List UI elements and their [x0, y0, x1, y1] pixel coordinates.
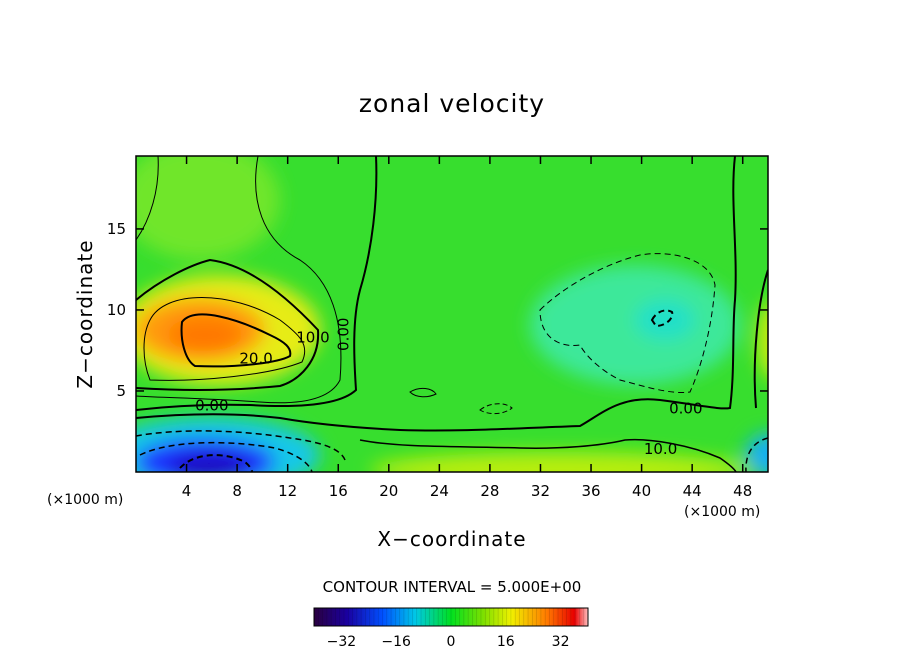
surface-negative-core — [170, 454, 250, 472]
x-unit-label-left: (×1000 m) — [47, 492, 123, 508]
x-tick-label: 20 — [379, 482, 398, 500]
contour-label: 0.00 — [195, 396, 228, 414]
x-tick-label: 48 — [733, 482, 752, 500]
colorbar — [313, 607, 589, 627]
colorbar-ticks: −32 −16 0 16 32 — [327, 634, 570, 650]
contour-label: 10.0 — [296, 328, 329, 346]
contour-labels: 20.0 10.0 0.00 0.00 0.00 10.0 — [195, 318, 702, 459]
x-ticks: 4 8 12 16 20 24 28 32 36 40 44 48 — [182, 156, 752, 500]
contour-lines — [136, 156, 768, 472]
x-tick-label: 44 — [683, 482, 702, 500]
contour-15 — [143, 297, 306, 381]
plot-frame — [135, 155, 769, 473]
y-tick-label: 5 — [116, 382, 126, 400]
contour-0-left — [136, 156, 378, 411]
y-tick-label: 15 — [107, 220, 126, 238]
contour-neg-right — [745, 437, 768, 472]
contour-0-surface — [136, 156, 737, 432]
heatmap-field — [136, 156, 768, 472]
surface-positive-band — [370, 452, 750, 472]
x-unit-label-right: (×1000 m) — [684, 504, 760, 520]
contour-small-1 — [479, 403, 513, 415]
colorbar-tick-label: 0 — [447, 634, 456, 650]
contour-20 — [180, 313, 292, 368]
upper-left-lightgreen — [136, 156, 280, 260]
y-ticks: 5 10 15 — [107, 220, 768, 400]
y-tick-label: 10 — [107, 301, 126, 319]
colorbar-tick-label: 16 — [497, 634, 515, 650]
contour-label: 20.0 — [239, 349, 272, 367]
contour-label: 10.0 — [644, 440, 677, 458]
x-tick-label: 36 — [581, 482, 600, 500]
contour-neg-surface-2 — [139, 441, 313, 472]
contour-interval-text: CONTOUR INTERVAL = 5.000E+00 — [323, 578, 582, 596]
negative-region — [530, 265, 740, 385]
colorbar-tick-label: 32 — [552, 634, 570, 650]
y-axis-label: Z−coordinate — [73, 239, 97, 388]
x-axis-label: X−coordinate — [377, 527, 526, 551]
colorbar-tick-label: −16 — [381, 634, 411, 650]
x-tick-label: 24 — [430, 482, 449, 500]
x-tick-label: 12 — [278, 482, 297, 500]
jet-core — [167, 317, 243, 353]
right-edge-yellow — [757, 303, 768, 377]
x-tick-label: 28 — [480, 482, 499, 500]
x-tick-label: 40 — [632, 482, 651, 500]
x-tick-label: 32 — [531, 482, 550, 500]
contour-label: 0.00 — [669, 400, 702, 418]
x-tick-label: 4 — [182, 482, 192, 500]
x-tick-label: 8 — [232, 482, 242, 500]
contour-label: 0.00 — [334, 318, 352, 351]
contour-5 — [136, 156, 342, 404]
colorbar-tick-label: −32 — [327, 634, 357, 650]
contour-10-surface — [359, 438, 737, 472]
right-edge-cyan — [745, 433, 768, 472]
contour-10 — [136, 258, 320, 391]
contour-neg10-core — [650, 309, 674, 328]
contour-neg5-region — [539, 253, 716, 394]
contour-small-2 — [409, 387, 437, 398]
contour-0-right — [753, 269, 768, 409]
colorbar-stripes — [317, 608, 585, 626]
chart-title: zonal velocity — [359, 89, 545, 118]
x-tick-label: 16 — [329, 482, 348, 500]
negative-core — [635, 300, 695, 340]
contour-neg-surface-1 — [136, 430, 346, 461]
